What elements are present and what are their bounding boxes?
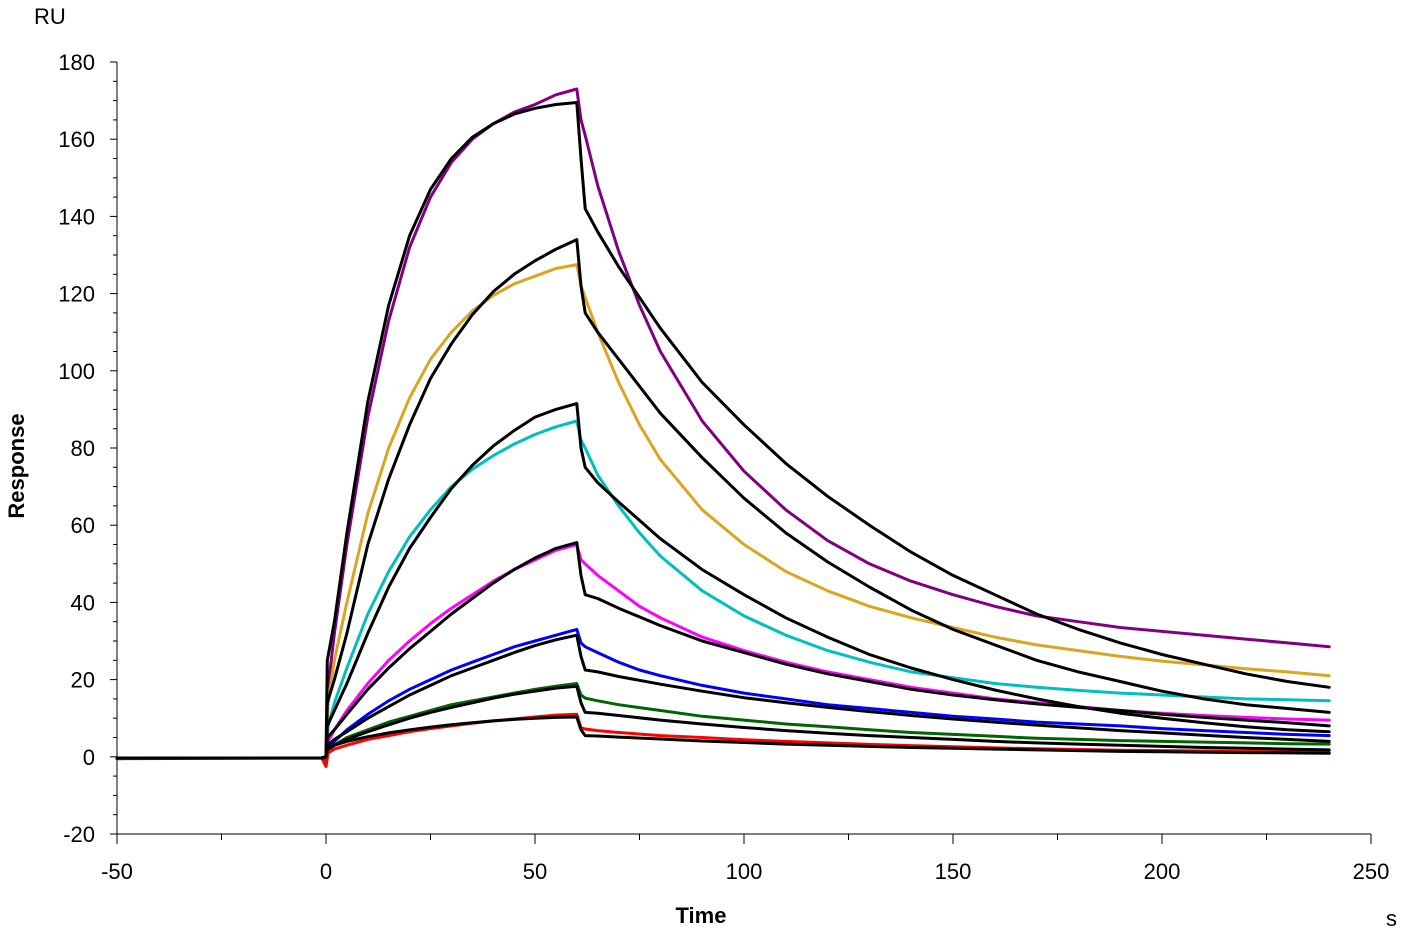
fit-curve-11 [115, 684, 1331, 760]
fit-curve-1 [115, 101, 1331, 760]
fit-curve-13 [115, 715, 1331, 760]
y-tick-label: 80 [71, 436, 95, 461]
x-tick-label: 250 [1353, 859, 1390, 884]
measured-curve-10 [115, 682, 1331, 763]
y-tick-label: 160 [58, 127, 95, 152]
axis-labels: RU s Time Response [4, 4, 1397, 931]
y-unit-label: RU [34, 4, 66, 29]
measured-curve-4 [115, 419, 1331, 763]
y-tick-label: 180 [58, 50, 95, 75]
x-tick-label: 200 [1144, 859, 1181, 884]
y-tick-label: -20 [63, 822, 95, 847]
y-tick-label: 40 [71, 590, 95, 615]
measured-curve-0 [115, 87, 1331, 763]
y-tick-label: 60 [71, 513, 95, 538]
y-tick-label: 140 [58, 204, 95, 229]
x-tick-label: -50 [101, 859, 133, 884]
fit-curve-3 [115, 238, 1331, 760]
fit-curve-9 [115, 633, 1331, 760]
y-tick-label: 120 [58, 282, 95, 307]
x-tick-label: 150 [935, 859, 972, 884]
fit-curve-7 [115, 541, 1331, 760]
plot-series [115, 87, 1331, 768]
x-unit-label: s [1386, 906, 1397, 931]
measured-curve-8 [115, 627, 1331, 763]
y-tick-label: 20 [71, 668, 95, 693]
x-tick-label: 100 [726, 859, 763, 884]
x-axis-title: Time [676, 903, 727, 928]
x-tick-label: 50 [523, 859, 547, 884]
axes: -20 0 20 40 60 80 100 120 140 160 180 -50 0 50 100 150 2… [58, 50, 1389, 884]
y-axis-title: Response [4, 413, 29, 518]
y-tick-label: 0 [83, 745, 95, 770]
y-tick-label: 100 [58, 359, 95, 384]
x-tick-label: 0 [320, 859, 332, 884]
